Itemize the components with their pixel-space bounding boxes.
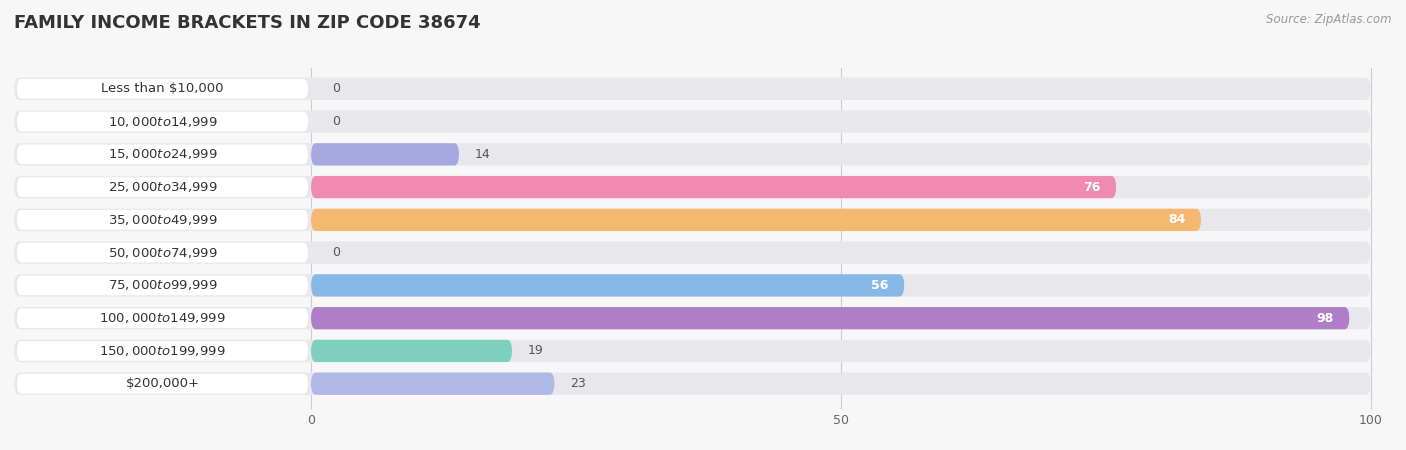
Text: $10,000 to $14,999: $10,000 to $14,999 (108, 115, 218, 129)
FancyBboxPatch shape (17, 243, 308, 262)
FancyBboxPatch shape (311, 143, 460, 166)
Text: 19: 19 (529, 344, 544, 357)
Text: 56: 56 (872, 279, 889, 292)
FancyBboxPatch shape (311, 307, 1350, 329)
FancyBboxPatch shape (14, 110, 1371, 133)
FancyBboxPatch shape (14, 209, 1371, 231)
FancyBboxPatch shape (14, 373, 1371, 395)
FancyBboxPatch shape (17, 79, 308, 99)
FancyBboxPatch shape (311, 373, 554, 395)
Text: 98: 98 (1316, 312, 1334, 324)
Text: $15,000 to $24,999: $15,000 to $24,999 (108, 147, 218, 162)
Text: 84: 84 (1168, 213, 1185, 226)
Text: $50,000 to $74,999: $50,000 to $74,999 (108, 246, 218, 260)
Text: 14: 14 (475, 148, 491, 161)
FancyBboxPatch shape (14, 242, 1371, 264)
Text: Source: ZipAtlas.com: Source: ZipAtlas.com (1267, 14, 1392, 27)
FancyBboxPatch shape (17, 308, 308, 328)
Text: 0: 0 (332, 246, 340, 259)
FancyBboxPatch shape (14, 78, 1371, 100)
FancyBboxPatch shape (14, 307, 1371, 329)
Text: 23: 23 (571, 377, 586, 390)
FancyBboxPatch shape (17, 144, 308, 164)
FancyBboxPatch shape (14, 340, 1371, 362)
FancyBboxPatch shape (14, 176, 1371, 198)
FancyBboxPatch shape (17, 374, 308, 394)
Text: $150,000 to $199,999: $150,000 to $199,999 (100, 344, 226, 358)
Text: $75,000 to $99,999: $75,000 to $99,999 (108, 279, 218, 292)
FancyBboxPatch shape (14, 274, 1371, 297)
Text: $100,000 to $149,999: $100,000 to $149,999 (100, 311, 226, 325)
Text: 0: 0 (332, 82, 340, 95)
Text: Less than $10,000: Less than $10,000 (101, 82, 224, 95)
Text: $200,000+: $200,000+ (125, 377, 200, 390)
FancyBboxPatch shape (17, 112, 308, 131)
Text: 0: 0 (332, 115, 340, 128)
FancyBboxPatch shape (17, 177, 308, 197)
FancyBboxPatch shape (17, 341, 308, 361)
FancyBboxPatch shape (311, 209, 1201, 231)
FancyBboxPatch shape (17, 210, 308, 230)
FancyBboxPatch shape (311, 274, 904, 297)
FancyBboxPatch shape (311, 176, 1116, 198)
FancyBboxPatch shape (311, 340, 512, 362)
Text: 76: 76 (1083, 180, 1101, 194)
Text: $35,000 to $49,999: $35,000 to $49,999 (108, 213, 218, 227)
Text: $25,000 to $34,999: $25,000 to $34,999 (108, 180, 218, 194)
FancyBboxPatch shape (17, 275, 308, 295)
Text: FAMILY INCOME BRACKETS IN ZIP CODE 38674: FAMILY INCOME BRACKETS IN ZIP CODE 38674 (14, 14, 481, 32)
FancyBboxPatch shape (14, 143, 1371, 166)
